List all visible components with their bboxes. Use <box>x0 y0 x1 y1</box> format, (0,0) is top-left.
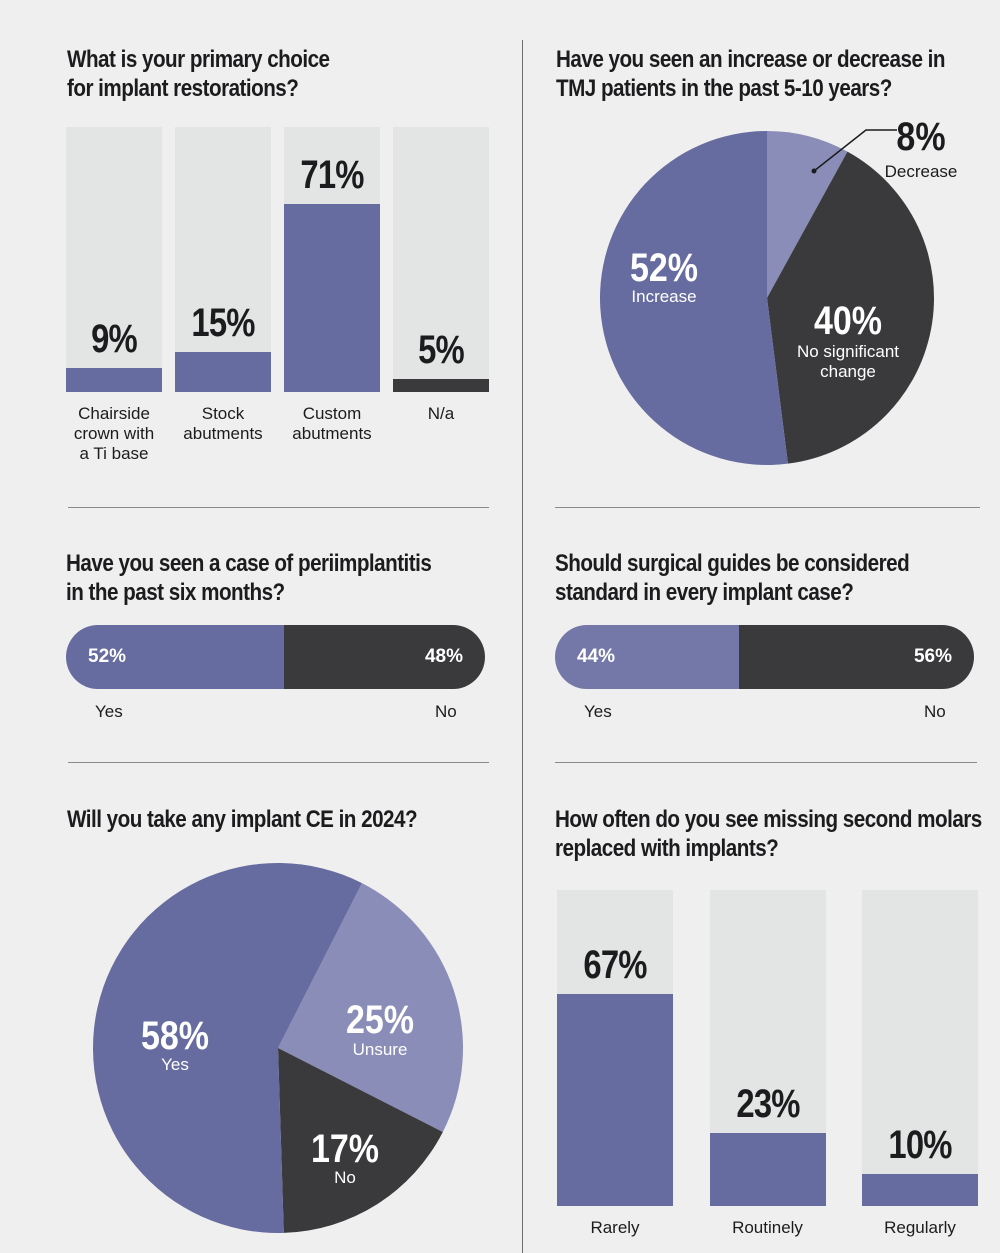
pie-slice <box>767 131 848 298</box>
pie-slice <box>600 131 788 465</box>
implant-restorations-title: What is your primary choice for implant … <box>67 45 330 103</box>
slice-value-label: 17% <box>311 1125 379 1170</box>
periimplantitis-title: Have you seen a case of periimplantitis … <box>66 549 432 607</box>
pie-slice <box>278 883 464 1132</box>
category-line: Routinely <box>732 1218 803 1237</box>
bar-track: 15% <box>175 127 271 392</box>
section-divider <box>555 762 977 763</box>
title-line: in the past six months? <box>66 579 285 606</box>
slice-value-label: 52% <box>630 244 698 289</box>
vertical-divider <box>522 40 523 1253</box>
bar-value-label: 9% <box>91 317 138 362</box>
category-line: abutments <box>292 424 372 443</box>
second-molars-title: How often do you see missing second mola… <box>555 805 982 863</box>
bar-value-label: 5% <box>418 327 465 372</box>
bar-segment: 56% <box>739 625 974 689</box>
slice-category-label: change <box>820 362 876 381</box>
bar <box>175 352 271 392</box>
surgical-guides-title: Should surgical guides be considered sta… <box>555 549 910 607</box>
slice-value-label: 8% <box>896 113 945 158</box>
bar-value-label: 10% <box>888 1123 952 1168</box>
pie-slice <box>92 863 362 1233</box>
title-line: How often do you see missing second mola… <box>555 806 982 833</box>
bar-segment: 52% <box>66 625 284 689</box>
segment-value-label: 48% <box>424 646 463 667</box>
periimplantitis-bar: 52% 48% <box>66 625 485 689</box>
section-divider <box>68 762 489 763</box>
bar-segment: 44% <box>555 625 740 689</box>
section-divider <box>68 507 489 508</box>
segment-value-label: 44% <box>577 646 616 667</box>
bar-value-label: 15% <box>191 301 255 346</box>
category-line: Chairside <box>78 404 150 423</box>
bar-category-label: Custom abutments <box>284 404 380 444</box>
title-line: Will you take any implant CE in 2024? <box>67 806 418 833</box>
bar-category-label: Routinely <box>710 1218 826 1238</box>
bar <box>709 1133 826 1206</box>
bar-track: 71% <box>284 127 380 392</box>
category-line: Regularly <box>884 1218 956 1237</box>
segment-category-label: Yes <box>95 702 123 721</box>
bar <box>862 1174 978 1206</box>
title-line: Should surgical guides be considered <box>555 550 910 577</box>
leader-dot <box>811 168 817 174</box>
category-line: abutments <box>183 424 263 443</box>
bar-category-label: Chairside crown with a Ti base <box>66 404 162 464</box>
tmj-patients-title: Have you seen an increase or decrease in… <box>556 45 945 103</box>
segment-category-label: No <box>924 702 946 721</box>
bar-category-label: N/a <box>393 404 489 424</box>
bar-category-label: Stock abutments <box>175 404 271 444</box>
slice-category-label: Unsure <box>353 1040 408 1059</box>
title-line: replaced with implants? <box>555 835 779 862</box>
bar-value-label: 67% <box>583 943 647 988</box>
slice-value-label: 58% <box>141 1012 209 1057</box>
slice-category-label: Decrease <box>885 162 958 181</box>
bar-value-label: 23% <box>735 1082 800 1127</box>
bar <box>393 378 489 392</box>
bar-category-label: Rarely <box>557 1218 673 1238</box>
category-line: Rarely <box>590 1218 640 1237</box>
pie-slice <box>767 151 935 464</box>
category-line: Custom <box>302 404 362 423</box>
title-line: Have you seen an increase or decrease in <box>556 46 945 73</box>
category-line: Stock <box>201 404 245 423</box>
title-line: What is your primary choice <box>67 46 330 73</box>
category-line: a Ti base <box>79 444 149 463</box>
pie-slice <box>278 1048 443 1233</box>
leader-line <box>813 129 897 172</box>
bar-category-label: Regularly <box>862 1218 978 1238</box>
slice-value-label: 40% <box>814 297 882 342</box>
surgical-guides-bar: 44% 56% <box>555 625 974 689</box>
bar <box>557 994 673 1206</box>
bar-value-label: 71% <box>300 152 364 197</box>
bar-track: 9% <box>66 127 162 392</box>
bar-track: 10% <box>862 890 978 1206</box>
segment-value-label: 56% <box>913 646 952 667</box>
segment-category-label: Yes <box>584 702 612 721</box>
segment-category-label: No <box>435 702 457 721</box>
slice-category-label: Increase <box>631 287 696 306</box>
slice-value-label: 25% <box>346 996 414 1041</box>
segment-value-label: 52% <box>88 646 127 667</box>
slice-category-label: No significant <box>797 342 899 361</box>
bar-track: 23% <box>709 890 826 1206</box>
category-line: crown with <box>73 424 155 443</box>
bar <box>66 368 162 392</box>
title-line: standard in every implant case? <box>555 579 854 606</box>
implant-ce-title: Will you take any implant CE in 2024? <box>67 805 418 834</box>
title-line: TMJ patients in the past 5-10 years? <box>556 75 892 102</box>
category-line: N/a <box>427 404 455 423</box>
bar-track: 5% <box>393 127 489 392</box>
section-divider <box>555 507 980 508</box>
title-line: Have you seen a case of periimplantitis <box>66 550 432 577</box>
title-line: for implant restorations? <box>67 75 299 102</box>
slice-category-label: No <box>334 1168 356 1187</box>
bar-track: 67% <box>557 890 673 1206</box>
slice-category-label: Yes <box>161 1055 189 1074</box>
bar <box>284 203 380 392</box>
bar-segment: 48% <box>283 625 485 689</box>
